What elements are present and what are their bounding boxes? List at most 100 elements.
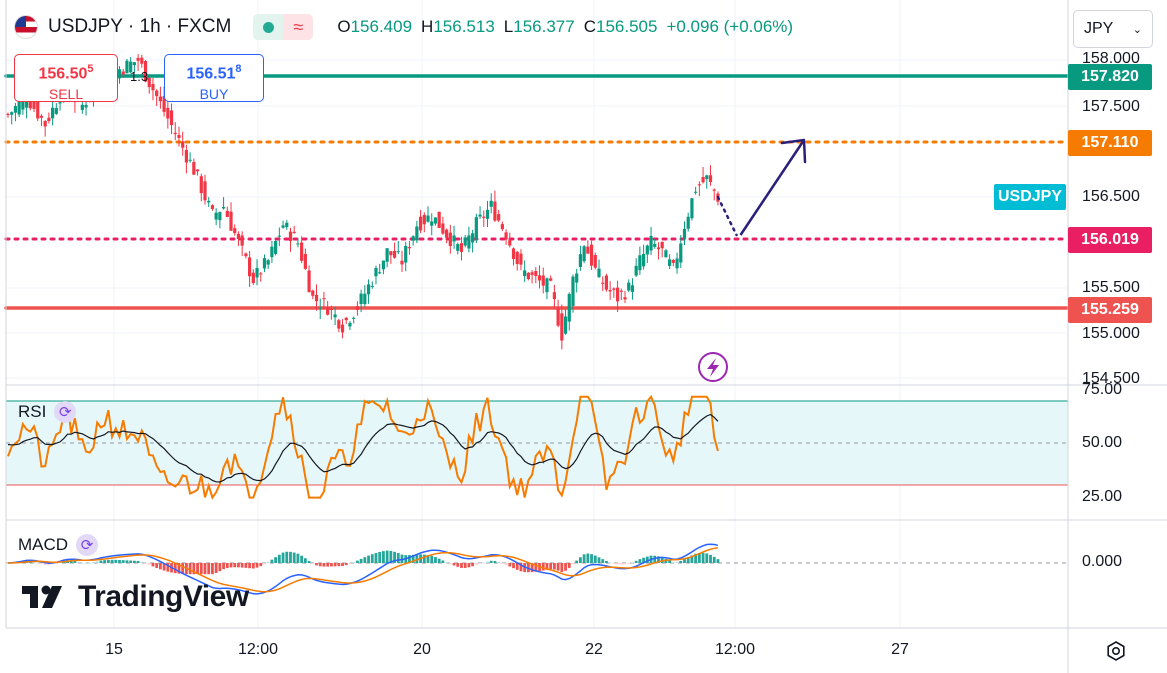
lightning-icon[interactable] — [698, 352, 728, 382]
candle — [485, 209, 490, 219]
macd-histogram-bar — [679, 560, 683, 563]
macd-histogram-bar — [248, 563, 252, 569]
candle — [593, 254, 597, 268]
buy-button[interactable]: 156.518 BUY — [164, 54, 264, 102]
candle — [656, 247, 661, 250]
candle — [385, 248, 389, 262]
candle — [248, 257, 252, 277]
candle — [192, 161, 196, 175]
macd-histogram-bar — [162, 563, 166, 571]
macd-histogram-bar — [530, 563, 534, 573]
candle — [567, 293, 571, 322]
candle — [184, 149, 189, 163]
macd-histogram-bar — [199, 563, 203, 575]
candle — [169, 110, 174, 126]
macd-histogram-bar — [701, 553, 705, 563]
macd-histogram-bar — [121, 560, 125, 563]
macd-histogram-bar — [43, 563, 47, 565]
macd-histogram-bar — [211, 563, 214, 575]
rsi-pane-label[interactable]: RSI ⟳ — [18, 401, 77, 423]
macd-histogram-bar — [251, 563, 255, 569]
candle — [378, 272, 382, 274]
candle — [448, 232, 452, 247]
macd-histogram-bar — [619, 563, 623, 565]
candle — [181, 141, 185, 148]
ohlc-open: O156.409 — [337, 17, 413, 36]
price-axis-tick: 156.500 — [1082, 188, 1140, 205]
candle — [679, 243, 683, 263]
cycle-icon[interactable]: ⟳ — [54, 401, 77, 423]
macd-histogram-bar — [504, 563, 508, 565]
macd-histogram-bar — [627, 563, 631, 564]
macd-histogram-bar — [114, 559, 118, 563]
macd-histogram-bar — [657, 556, 660, 563]
candle — [292, 231, 296, 234]
macd-histogram-bar — [616, 563, 619, 565]
macd-histogram-bar — [237, 563, 240, 568]
candle — [333, 314, 337, 318]
candle — [344, 317, 348, 321]
projection-arrow — [739, 139, 806, 236]
candle — [322, 298, 326, 300]
macd-histogram-bar — [129, 560, 133, 563]
candle — [233, 228, 237, 234]
macd-histogram-bar — [296, 553, 300, 563]
macd-histogram-bar — [73, 561, 77, 563]
macd-histogram-bar — [593, 555, 597, 563]
macd-histogram-bar — [642, 557, 646, 563]
macd-pane-label[interactable]: MACD ⟳ — [18, 534, 99, 556]
macd-histogram-bar — [352, 562, 356, 564]
macd-histogram-bar — [103, 560, 107, 563]
candle — [274, 241, 278, 254]
candle — [314, 294, 319, 302]
macd-histogram-bar — [214, 563, 218, 573]
candle — [638, 255, 642, 271]
candle — [686, 216, 690, 229]
macd-histogram-bar — [140, 561, 144, 563]
macd-axis-tick: 0.000 — [1082, 553, 1123, 570]
macd-histogram-bar — [575, 560, 579, 563]
wave-icon[interactable]: ≈ — [283, 14, 314, 40]
candle — [508, 240, 512, 246]
candle — [560, 313, 564, 341]
settings-icon[interactable] — [1103, 640, 1129, 662]
macd-histogram-bar — [493, 561, 497, 563]
macd-histogram-bar — [136, 560, 140, 563]
price-axis-tick: 157.500 — [1082, 98, 1140, 115]
candle — [132, 62, 136, 66]
macd-histogram-bar — [623, 563, 627, 565]
candle — [225, 210, 229, 217]
candle — [363, 293, 367, 305]
symbol-title[interactable]: USDJPY · 1h · FXCM — [48, 16, 232, 37]
sell-button[interactable]: 156.505 SELL — [14, 54, 118, 102]
candle — [708, 175, 713, 182]
candle — [545, 278, 549, 293]
candle — [318, 307, 322, 309]
macd-histogram-bar — [400, 554, 404, 563]
candle — [36, 99, 40, 119]
macd-histogram-bar — [671, 562, 675, 564]
candle — [158, 96, 162, 102]
candle — [296, 243, 300, 245]
candle — [586, 246, 590, 254]
tradingview-logo[interactable]: TradingView — [22, 580, 249, 614]
candle — [619, 290, 623, 292]
macd-histogram-bar — [586, 553, 590, 563]
candle — [697, 184, 701, 186]
projection-dotted-path — [716, 195, 738, 237]
macd-histogram-bar — [408, 555, 411, 563]
candle — [504, 232, 508, 240]
candle — [571, 276, 575, 306]
cycle-icon[interactable]: ⟳ — [76, 534, 99, 556]
macd-histogram-bar — [266, 562, 270, 563]
currency-select[interactable]: JPY ⌄ — [1073, 10, 1153, 48]
candle — [311, 290, 315, 296]
candle — [612, 288, 616, 290]
macd-histogram-bar — [541, 563, 545, 571]
macd-histogram-bar — [277, 554, 281, 563]
market-open-icon[interactable] — [253, 14, 284, 40]
macd-histogram-bar — [95, 561, 99, 563]
candle — [549, 278, 553, 281]
candle — [207, 200, 211, 203]
